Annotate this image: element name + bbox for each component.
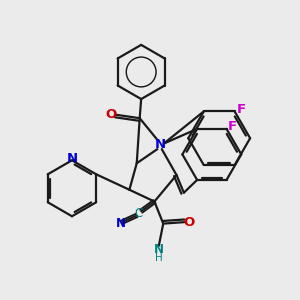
Text: N: N xyxy=(116,217,126,230)
Text: N: N xyxy=(155,138,166,151)
Text: F: F xyxy=(237,103,246,116)
Text: O: O xyxy=(106,108,117,121)
Text: N: N xyxy=(154,243,164,256)
Text: N: N xyxy=(66,152,77,165)
Text: C: C xyxy=(134,207,142,220)
Text: O: O xyxy=(183,216,194,229)
Text: H: H xyxy=(155,253,163,263)
Text: F: F xyxy=(228,120,237,133)
